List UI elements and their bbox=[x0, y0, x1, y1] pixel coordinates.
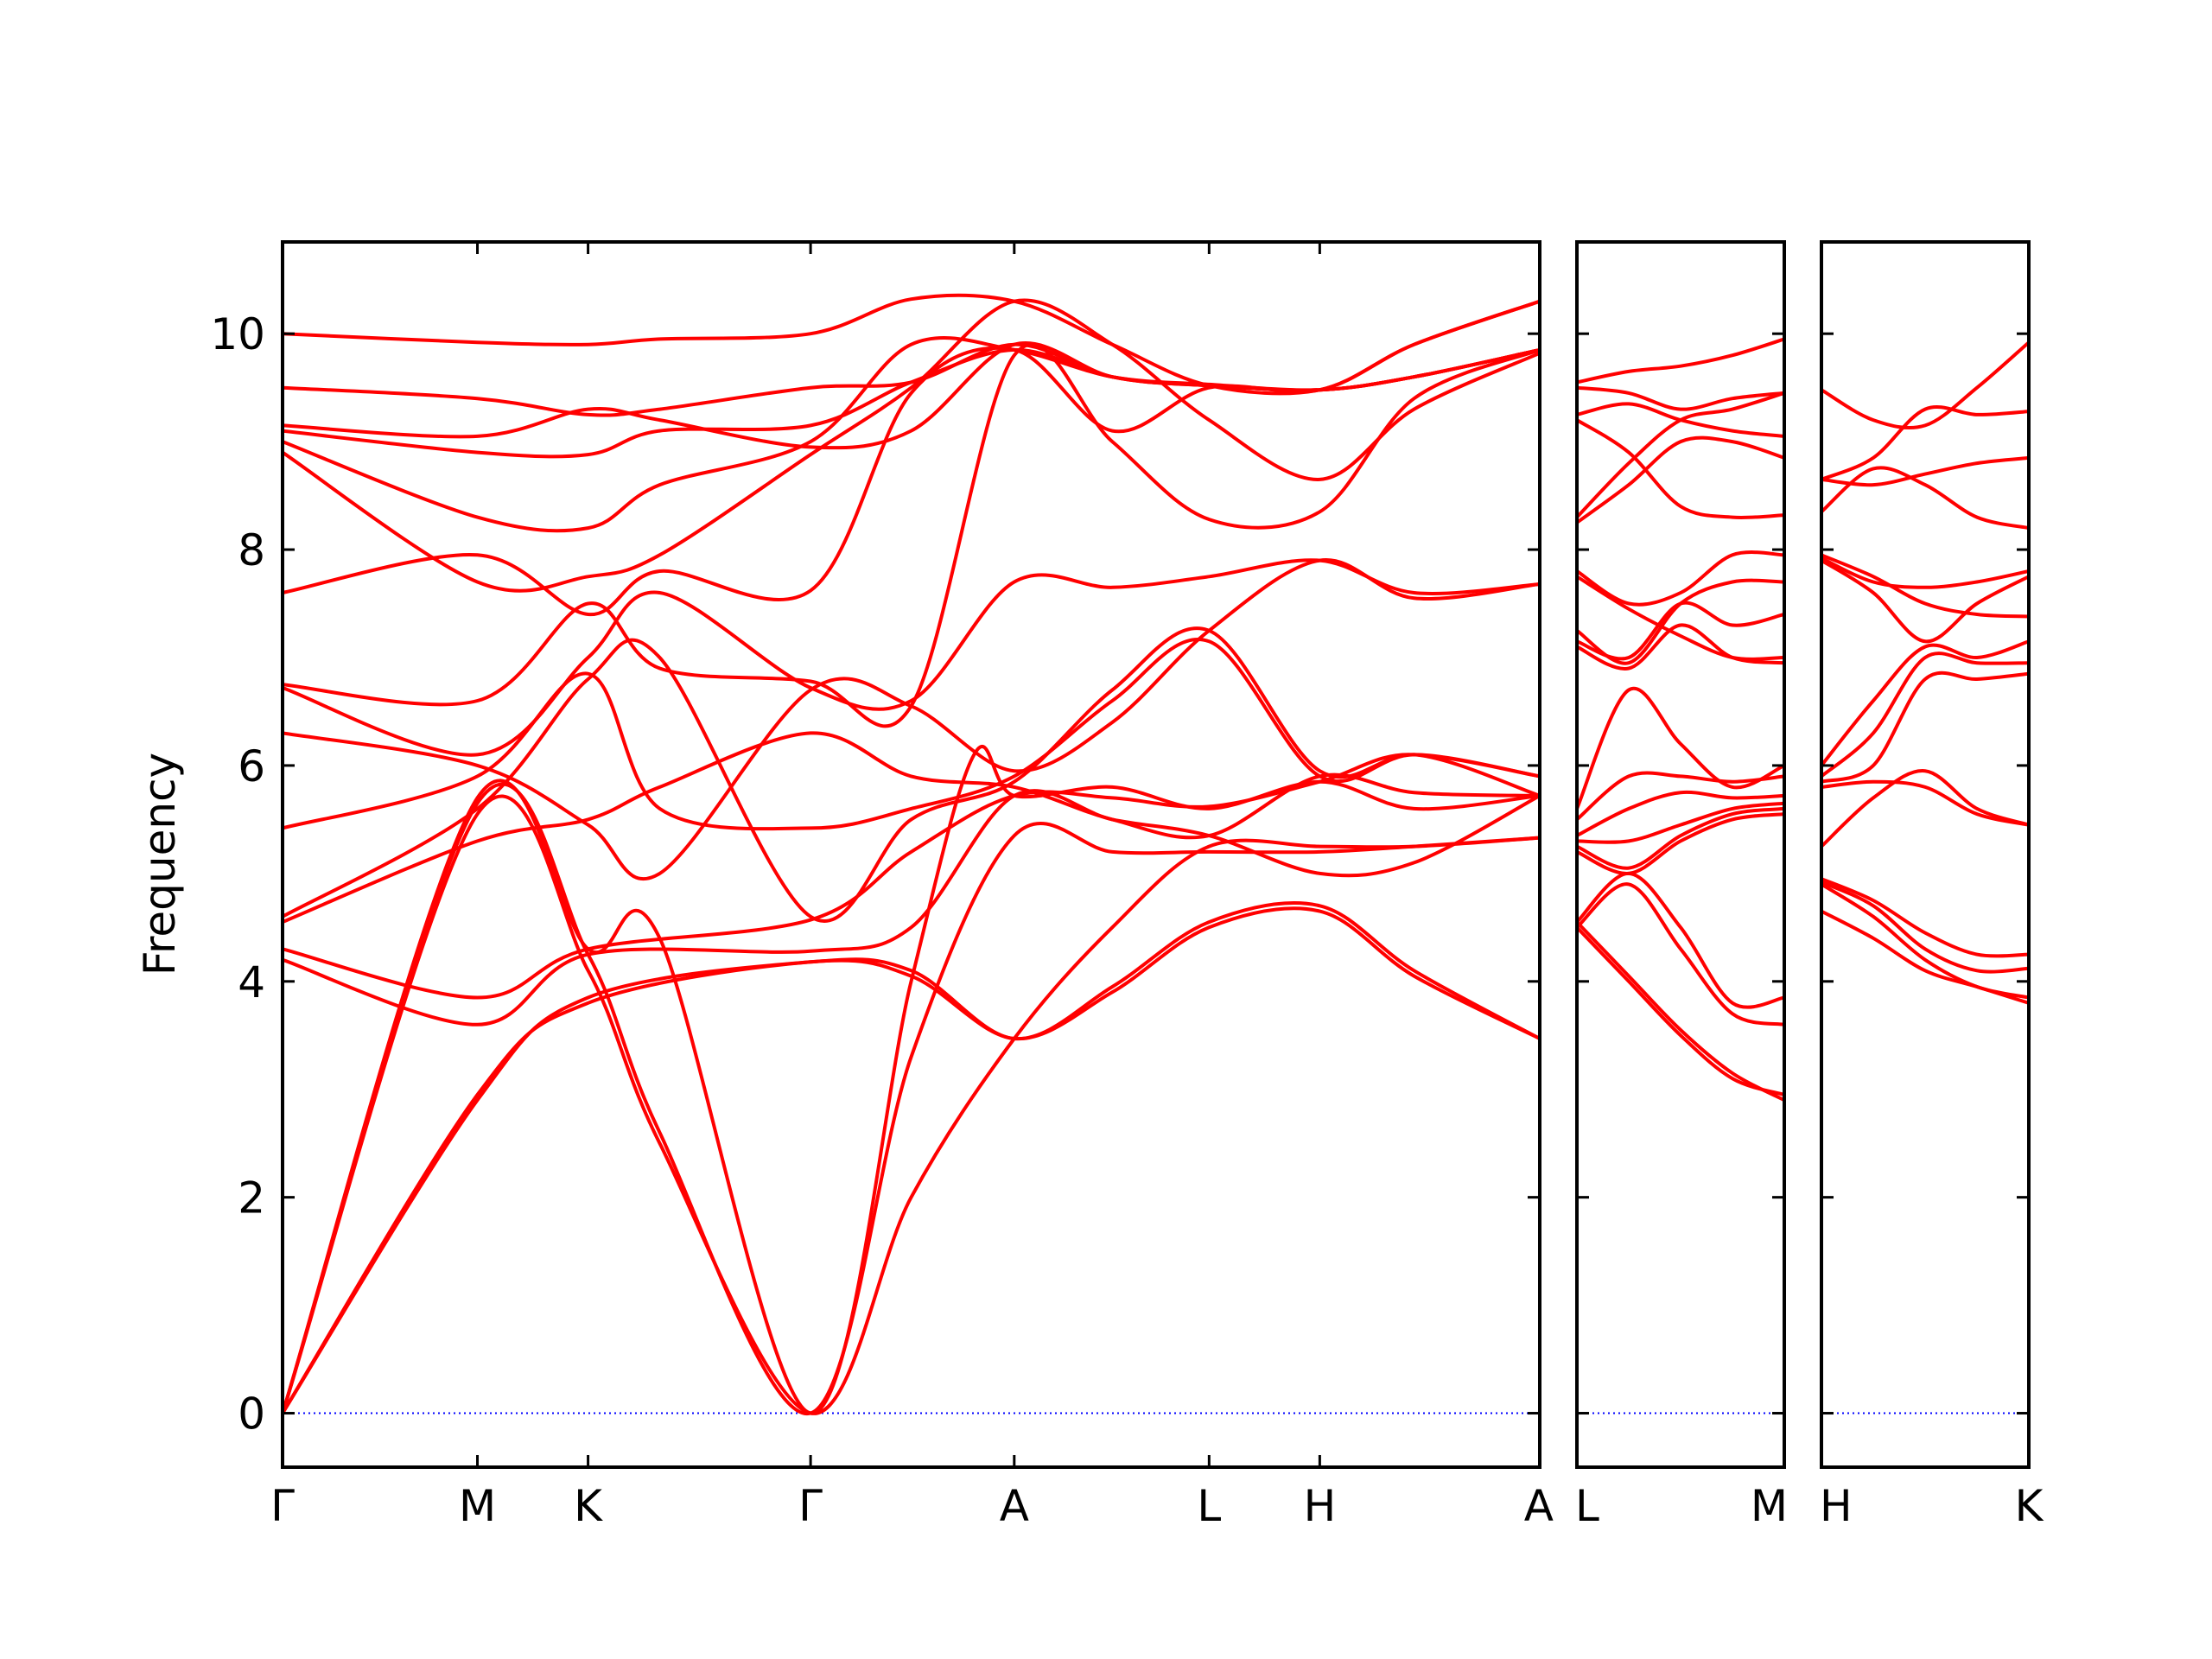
band-line-4 bbox=[1577, 871, 1784, 1009]
x-tick-label: Γ bbox=[798, 1481, 823, 1531]
band-line-7 bbox=[1577, 801, 1784, 844]
band-line-19 bbox=[1577, 402, 1784, 438]
x-tick-label: M bbox=[1751, 1481, 1788, 1531]
band-line-16 bbox=[1821, 340, 2029, 430]
panel-frame bbox=[1575, 240, 1786, 1469]
y-tick-label: 2 bbox=[238, 1173, 265, 1224]
band-line-3 bbox=[1577, 882, 1784, 1027]
x-tick-label: H bbox=[1304, 1481, 1337, 1531]
band-line-19 bbox=[283, 342, 1540, 417]
band-line-17 bbox=[1577, 391, 1784, 519]
band-line-17 bbox=[283, 347, 1540, 459]
x-tick-label: M bbox=[459, 1481, 496, 1531]
band-line-12 bbox=[1821, 553, 2029, 619]
plot-area bbox=[1577, 337, 1784, 1414]
band-line-11 bbox=[1577, 623, 1784, 671]
band-line-12 bbox=[1577, 601, 1784, 661]
band-line-8 bbox=[1821, 652, 2029, 779]
band-line-1 bbox=[1577, 925, 1784, 1096]
band-line-3 bbox=[1821, 880, 2029, 974]
band-line-9 bbox=[1577, 771, 1784, 822]
panel-1: 0 2 4 6 8 10 Γ M K Γ A L H A bbox=[210, 240, 1554, 1531]
band-line-1 bbox=[283, 906, 1540, 1415]
band-line-8 bbox=[1577, 790, 1784, 838]
band-line-13 bbox=[1577, 578, 1784, 665]
band-line-2 bbox=[1577, 920, 1784, 1103]
x-tick-label: L bbox=[1575, 1481, 1599, 1531]
band-line-14 bbox=[1577, 575, 1784, 661]
x-tick-label: A bbox=[1524, 1481, 1554, 1531]
band-line-18 bbox=[1577, 418, 1784, 519]
x-tick-label: Γ bbox=[270, 1481, 295, 1531]
band-line-11 bbox=[1821, 556, 2029, 589]
band-line-12 bbox=[283, 558, 1540, 757]
band-line-2 bbox=[1821, 882, 2029, 1000]
band-line-4 bbox=[283, 782, 1540, 1415]
y-axis-title: Frequency bbox=[135, 753, 185, 976]
x-tick-label: K bbox=[2015, 1481, 2044, 1531]
band-line-6 bbox=[1577, 806, 1784, 870]
band-line-2 bbox=[283, 901, 1540, 1415]
band-line-6 bbox=[283, 789, 1540, 1027]
band-line-14 bbox=[1821, 455, 2029, 487]
band-line-10 bbox=[1821, 558, 2029, 644]
x-tick-label: L bbox=[1197, 1481, 1221, 1531]
band-line-6 bbox=[1821, 779, 2029, 827]
band-line-9 bbox=[1821, 639, 2029, 767]
band-line-5 bbox=[1577, 812, 1784, 875]
x-tick-label: A bbox=[1000, 1481, 1029, 1531]
y-tick-label: 10 bbox=[210, 309, 265, 359]
band-line-4 bbox=[1821, 877, 2029, 958]
band-line-15 bbox=[1577, 550, 1784, 607]
band-line-20 bbox=[283, 293, 1540, 396]
band-line-16 bbox=[1577, 435, 1784, 524]
plot-area bbox=[1821, 340, 2029, 1414]
y-tick-label: 0 bbox=[238, 1389, 265, 1440]
y-tick-label: 4 bbox=[238, 957, 265, 1007]
band-line-13 bbox=[283, 342, 1540, 728]
band-line-20 bbox=[1577, 385, 1784, 411]
band-line-7 bbox=[1821, 671, 2029, 784]
band-line-3 bbox=[283, 794, 1540, 1415]
x-tick-label: K bbox=[574, 1481, 603, 1531]
band-line-21 bbox=[1577, 337, 1784, 385]
panel-frame bbox=[1820, 240, 2031, 1469]
y-tick-label: 8 bbox=[238, 525, 265, 575]
y-tick-label: 6 bbox=[238, 741, 265, 791]
band-line-10 bbox=[283, 638, 1540, 831]
band-line-15 bbox=[1821, 405, 2029, 481]
band-line-16 bbox=[283, 336, 1540, 533]
band-line-13 bbox=[1821, 466, 2029, 531]
band-line-11 bbox=[283, 558, 1540, 881]
band-line-9 bbox=[283, 626, 1540, 924]
band-line-10 bbox=[1577, 686, 1784, 810]
band-line-5 bbox=[1821, 769, 2029, 849]
band-line-15 bbox=[283, 298, 1540, 593]
x-tick-label: H bbox=[1820, 1481, 1853, 1531]
plot-area bbox=[283, 293, 1540, 1415]
panel-frame bbox=[281, 240, 1541, 1469]
